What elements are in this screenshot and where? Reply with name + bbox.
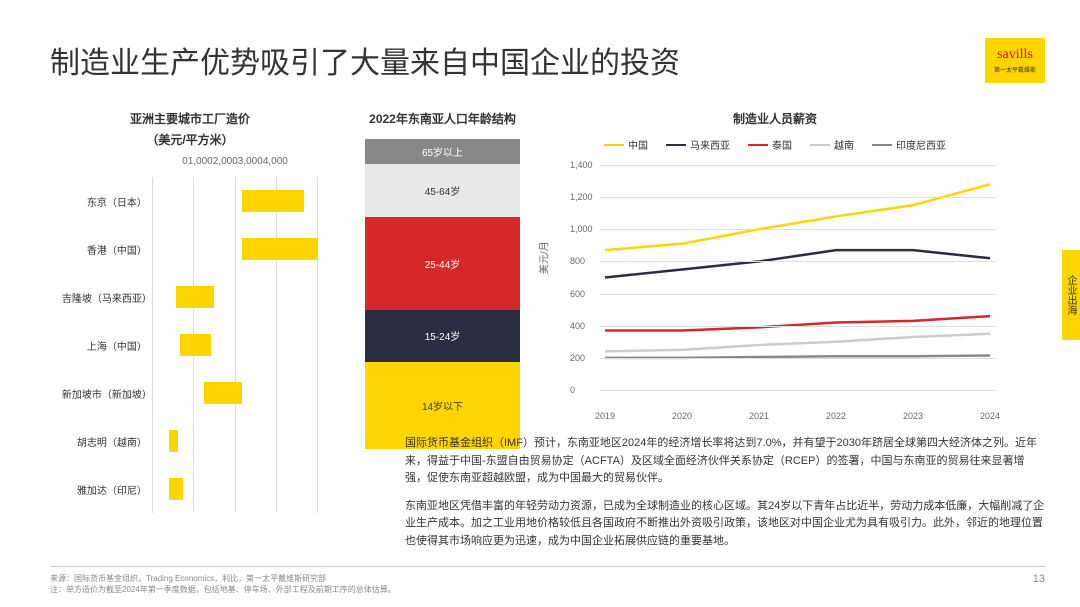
line-ytick: 1,200: [570, 192, 593, 202]
footer: 来源：国际货币基金组织，Trading Economics，利比，第一太平戴维斯…: [50, 566, 1045, 595]
stack-segment: 25-44岁: [365, 217, 520, 310]
bar-label: 东京（日本）: [62, 194, 147, 209]
bar-chart: 亚洲主要城市工厂造价 （美元/平方米） 01,0002,0003,0004,00…: [50, 110, 330, 513]
bar-label: 新加坡市（新加坡）: [62, 386, 147, 401]
brand-logo: savills 第一太平戴维斯: [985, 38, 1045, 83]
footer-note: 注：单方造价为截至2024年第一季度数据，包括地基、停车场、外部工程及前期工序的…: [50, 584, 396, 595]
bar-row: 上海（中国）: [152, 321, 318, 369]
line-y-label: 美元/月: [536, 241, 551, 274]
line-chart-title: 制造业人员薪资: [733, 110, 817, 127]
line-xtick: 2023: [903, 411, 923, 421]
paragraph-2: 东南亚地区凭借丰富的年轻劳动力资源，已成为全球制造业的核心区域。其24岁以下青年…: [405, 498, 1045, 551]
bar-x-axis: 01,0002,0003,0004,000: [92, 156, 288, 167]
line-ytick: 200: [570, 353, 585, 363]
line-ytick: 1,400: [570, 160, 593, 170]
body-text: 国际货币基金组织（IMF）预计，东南亚地区2024年的经济增长率将达到7.0%，…: [405, 435, 1045, 561]
line-xtick: 2021: [749, 411, 769, 421]
bar-row: 胡志明（越南）: [152, 417, 318, 465]
bar-segment: [204, 382, 242, 404]
line-series: [605, 334, 990, 352]
page-number: 13: [1033, 573, 1045, 595]
legend-item: 印度尼西亚: [872, 137, 946, 152]
bar-xtick: 4,000: [263, 156, 288, 167]
bar-label: 吉隆坡（马来西亚）: [62, 290, 147, 305]
line-series: [605, 250, 990, 277]
bar-label: 上海（中国）: [62, 338, 147, 353]
line-xtick: 2020: [672, 411, 692, 421]
stack-segment: 65岁以上: [365, 139, 520, 164]
paragraph-1: 国际货币基金组织（IMF）预计，东南亚地区2024年的经济增长率将达到7.0%，…: [405, 435, 1045, 488]
bar-segment: [180, 334, 211, 356]
footer-source: 来源：国际货币基金组织，Trading Economics，利比，第一太平戴维斯…: [50, 573, 396, 584]
bar-xtick: 2,000: [213, 156, 238, 167]
bar-segment: [242, 190, 304, 212]
bar-row: 香港（中国）: [152, 225, 318, 273]
bar-segment: [169, 430, 179, 452]
logo-subtitle: 第一太平戴维斯: [994, 65, 1036, 74]
line-plot-area: 美元/月 02004006008001,0001,2001,4002019202…: [575, 160, 995, 405]
bar-row: 新加坡市（新加坡）: [152, 369, 318, 417]
bar-chart-title: 亚洲主要城市工厂造价: [130, 110, 250, 127]
stack-chart-title: 2022年东南亚人口年龄结构: [369, 110, 516, 127]
line-ytick: 400: [570, 321, 585, 331]
bar-row: 吉隆坡（马来西亚）: [152, 273, 318, 321]
line-series: [605, 184, 990, 250]
slide-title: 制造业生产优势吸引了大量来自中国企业的投资: [50, 38, 680, 82]
stack-segment: 45-64岁: [365, 164, 520, 217]
line-legend: 中国 马来西亚 泰国 越南 印度尼西亚: [604, 137, 946, 152]
line-ytick: 800: [570, 256, 585, 266]
bar-segment: [242, 238, 318, 260]
bar-segment: [169, 478, 183, 500]
line-xtick: 2019: [595, 411, 615, 421]
line-ytick: 1,000: [570, 224, 593, 234]
bar-row: 雅加达（印尼）: [152, 465, 318, 513]
line-ytick: 600: [570, 289, 585, 299]
legend-item: 马来西亚: [666, 137, 730, 152]
line-xtick: 2022: [826, 411, 846, 421]
legend-item: 越南: [810, 137, 854, 152]
legend-item: 中国: [604, 137, 648, 152]
bar-label: 雅加达（印尼）: [62, 482, 147, 497]
bar-plot-area: 东京（日本）香港（中国）吉隆坡（马来西亚）上海（中国）新加坡市（新加坡）胡志明（…: [62, 177, 318, 513]
bar-label: 香港（中国）: [62, 242, 147, 257]
line-ytick: 0: [570, 385, 575, 395]
logo-text: savills: [997, 47, 1033, 63]
stack-segment: 15-24岁: [365, 310, 520, 363]
bar-xtick: 1,000: [188, 156, 213, 167]
bar-chart-subtitle: （美元/平方米）: [146, 131, 233, 148]
bar-xtick: 3,000: [238, 156, 263, 167]
bar-label: 胡志明（越南）: [62, 434, 147, 449]
side-tab: 企业出海: [1062, 250, 1080, 340]
stack-bar: 14岁以下15-24岁25-44岁45-64岁65岁以上: [365, 139, 520, 449]
line-series: [605, 316, 990, 330]
bar-segment: [176, 286, 214, 308]
legend-item: 泰国: [748, 137, 792, 152]
line-xtick: 2024: [980, 411, 1000, 421]
bar-row: 东京（日本）: [152, 177, 318, 225]
